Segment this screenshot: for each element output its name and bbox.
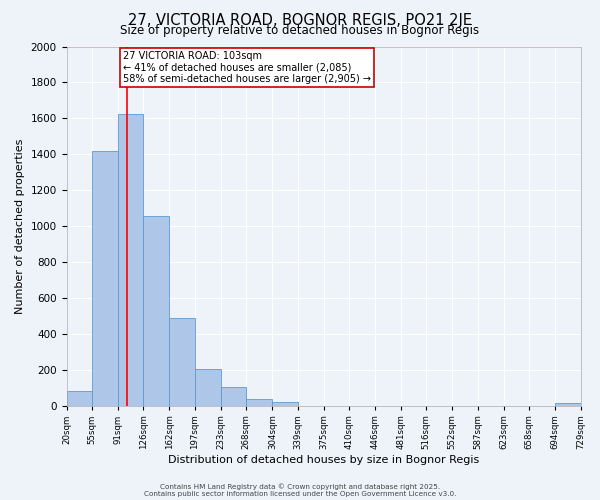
Text: Contains HM Land Registry data © Crown copyright and database right 2025.: Contains HM Land Registry data © Crown c… [160, 484, 440, 490]
Text: 27 VICTORIA ROAD: 103sqm
← 41% of detached houses are smaller (2,085)
58% of sem: 27 VICTORIA ROAD: 103sqm ← 41% of detach… [123, 51, 371, 84]
X-axis label: Distribution of detached houses by size in Bognor Regis: Distribution of detached houses by size … [168, 455, 479, 465]
Bar [555, 403, 581, 406]
Bar [143, 216, 169, 406]
Text: Contains public sector information licensed under the Open Government Licence v3: Contains public sector information licen… [144, 491, 456, 497]
Text: 27, VICTORIA ROAD, BOGNOR REGIS, PO21 2JE: 27, VICTORIA ROAD, BOGNOR REGIS, PO21 2J… [128, 12, 472, 28]
Bar [118, 114, 143, 406]
Bar [67, 391, 92, 406]
Text: Size of property relative to detached houses in Bognor Regis: Size of property relative to detached ho… [121, 24, 479, 37]
Bar [221, 386, 247, 406]
Bar [92, 150, 118, 406]
Bar [247, 400, 272, 406]
Bar [195, 368, 221, 406]
Y-axis label: Number of detached properties: Number of detached properties [15, 138, 25, 314]
Bar [169, 318, 195, 406]
Bar [272, 402, 298, 406]
